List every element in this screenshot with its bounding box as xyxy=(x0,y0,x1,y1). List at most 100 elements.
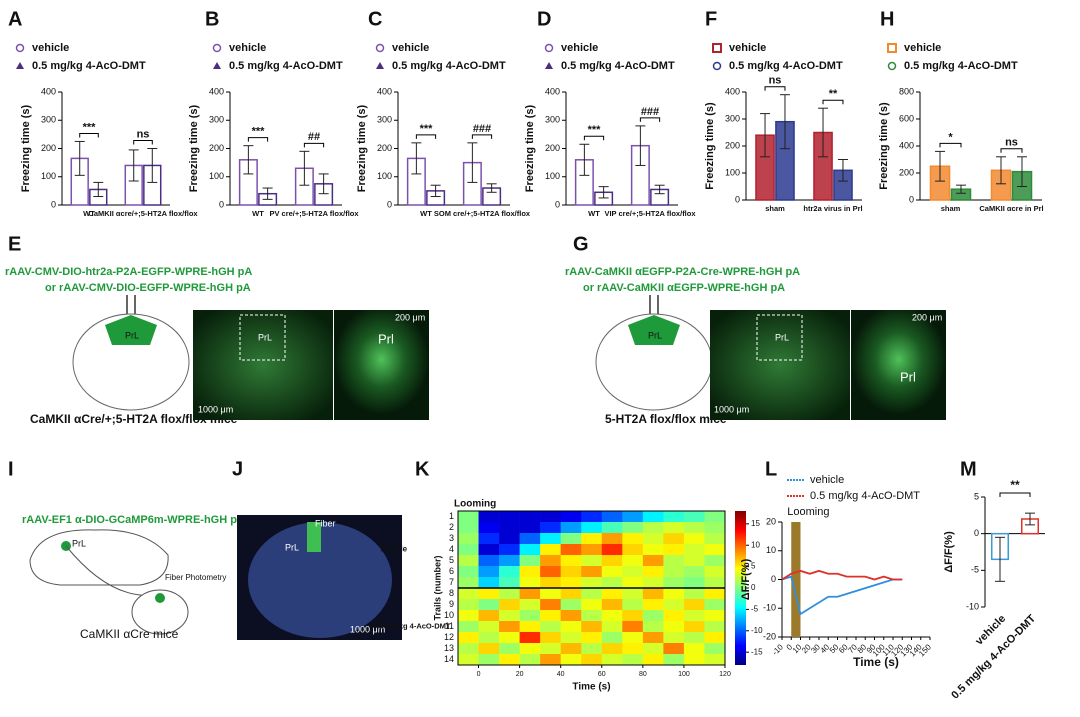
group-label: 0.5 mg/kg 4-AcO-DMT xyxy=(373,621,451,630)
x-tick-label: WT xyxy=(252,209,264,218)
caption: CaMKII αCre/+;5-HT2A flox/flox mice xyxy=(30,412,238,426)
heat-cell xyxy=(683,555,705,567)
heat-cell xyxy=(663,599,685,611)
row-label: 10 xyxy=(444,610,454,620)
heat-cell xyxy=(704,610,726,622)
heat-cell xyxy=(560,621,582,633)
region: PrL xyxy=(72,538,86,548)
panel-i: I rAAV-EF1 α-DIO-GCaMP6m-WPRE-hGH pA PrL… xyxy=(8,458,245,641)
heat-cell xyxy=(560,599,582,611)
heat-cell xyxy=(499,533,520,545)
heat-cell xyxy=(478,555,500,567)
panel-label: K xyxy=(415,458,430,480)
y-tick-label: 100 xyxy=(725,167,740,177)
heat-cell xyxy=(540,533,561,545)
heat-cell xyxy=(560,588,582,600)
panel-j: J Fiber PrL 1000 μm xyxy=(232,458,402,640)
heat-cell xyxy=(458,610,479,622)
heat-cell xyxy=(601,654,623,666)
heat-cell xyxy=(540,588,561,600)
y-tick-label: 100 xyxy=(545,171,560,181)
heatmap-title: Looming xyxy=(454,499,496,510)
heat-cell xyxy=(519,610,541,622)
y-tick-label: 10 xyxy=(766,545,776,555)
legend-label: vehicle xyxy=(729,42,766,54)
heat-cell xyxy=(458,522,479,534)
heat-cell xyxy=(683,654,705,666)
heat-cell xyxy=(622,566,644,578)
band-label: Looming xyxy=(787,506,829,518)
panel-g: G rAAV-CaMKII αEGFP-P2A-Cre-WPRE-hGH pA … xyxy=(565,233,946,426)
sig-bracket xyxy=(303,142,325,148)
x-tick-label: sham xyxy=(765,204,785,213)
heat-cell xyxy=(478,544,500,556)
x-tick-label: VIP cre/+;5-HT2A flox/flox xyxy=(604,209,696,218)
region: Prl xyxy=(378,331,394,346)
heat-cell xyxy=(540,577,561,589)
heat-cell xyxy=(622,544,644,556)
annotation: *** xyxy=(588,124,602,136)
group-label: vehicle xyxy=(380,545,408,554)
heat-cell xyxy=(704,533,726,545)
scale-bar: 1000 μm xyxy=(198,404,233,414)
y-axis-label: ΔF/F(%) xyxy=(740,558,752,600)
heat-cell xyxy=(519,577,541,589)
fiber-track xyxy=(307,522,321,552)
heat-cell xyxy=(499,566,520,578)
heat-cell xyxy=(560,533,582,545)
legend-marker xyxy=(212,43,222,53)
panel-label: L xyxy=(765,458,777,480)
heat-cell xyxy=(663,566,685,578)
heat-cell xyxy=(458,555,479,567)
panel-label: M xyxy=(960,458,977,480)
heat-cell xyxy=(581,511,603,523)
heat-cell xyxy=(478,588,500,600)
sig-bracket xyxy=(1000,148,1023,153)
y-tick-label: 400 xyxy=(545,86,560,96)
sig-bracket xyxy=(133,140,153,145)
row-label: 9 xyxy=(449,599,454,609)
zoom-box xyxy=(756,314,803,361)
y-tick-label: 0 xyxy=(219,199,224,209)
sig-bracket xyxy=(822,99,844,105)
heat-cell xyxy=(683,566,705,578)
heat-cell xyxy=(622,599,644,611)
legend-label: 0.5 mg/kg 4-AcO-DMT xyxy=(810,490,920,502)
y-tick-label: 0 xyxy=(735,194,740,204)
panel-label: H xyxy=(880,8,894,30)
heat-cell xyxy=(458,588,479,600)
heat-cell xyxy=(683,643,705,655)
y-tick-label: 0 xyxy=(771,574,776,584)
heat-cell xyxy=(622,643,644,655)
heat-cell xyxy=(581,577,603,589)
heat-cell xyxy=(622,610,644,622)
legend-label: 0.5 mg/kg 4-AcO-DMT xyxy=(32,60,146,72)
panel-label: A xyxy=(8,8,22,30)
heat-cell xyxy=(663,643,685,655)
row-label: 12 xyxy=(444,632,454,642)
y-tick-label: 300 xyxy=(377,115,392,125)
heat-cell xyxy=(622,533,644,545)
heat-cell xyxy=(478,632,500,644)
heat-cell xyxy=(663,632,685,644)
heat-cell xyxy=(458,577,479,589)
heat-cell xyxy=(499,522,520,534)
y-axis-label: Freezing time (s) xyxy=(20,104,32,192)
x-tick-label: 100 xyxy=(678,671,690,678)
heat-cell xyxy=(540,643,561,655)
heat-cell xyxy=(601,632,623,644)
x-tick-label: 80 xyxy=(639,671,647,678)
y-axis-label: Freezing time (s) xyxy=(878,102,890,190)
y-tick-label: -5 xyxy=(971,565,979,575)
legend-label: vehicle xyxy=(392,42,429,54)
heat-cell xyxy=(540,632,561,644)
x-tick-label: WT xyxy=(83,209,95,218)
y-tick-label: 400 xyxy=(725,86,740,96)
legend-label: vehicle xyxy=(810,474,844,486)
micrograph xyxy=(193,310,333,420)
x-tick-label: htr2a virus in Prl xyxy=(803,204,862,213)
legend-marker xyxy=(16,62,24,69)
x-tick-label: CaMKII αcre/+;5-HT2A flox/flox xyxy=(88,209,198,218)
heat-cell xyxy=(560,566,582,578)
panel-label: E xyxy=(8,233,21,255)
